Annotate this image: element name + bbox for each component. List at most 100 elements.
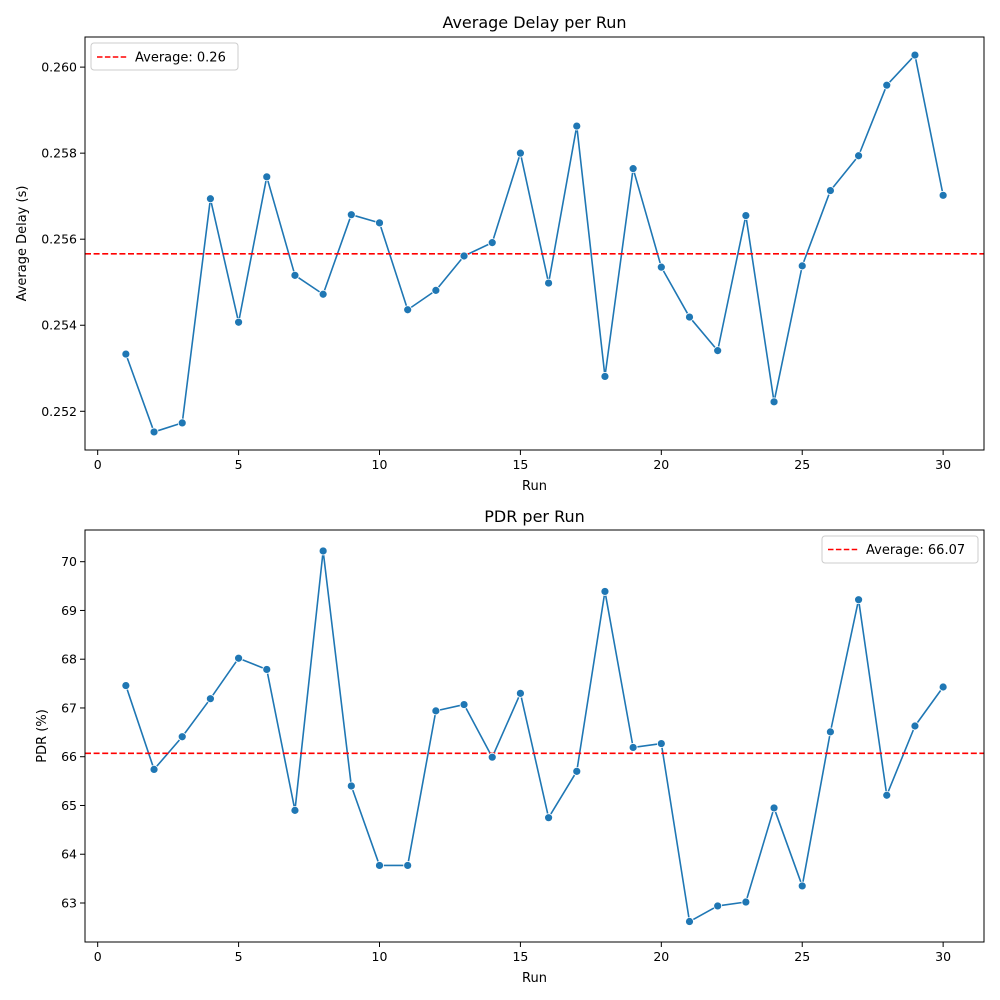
data-point	[600, 587, 610, 596]
series-line	[125, 550, 944, 923]
x-tick-label: 30	[935, 949, 951, 964]
data-point	[910, 721, 920, 731]
data-point	[346, 781, 356, 791]
data-point	[234, 317, 243, 327]
legend-average-label: Average: 66.07	[866, 543, 965, 558]
data-point	[854, 151, 863, 161]
data-point	[177, 732, 187, 742]
x-tick-label: 20	[653, 949, 669, 964]
data-point	[544, 813, 553, 823]
legend-frame	[90, 42, 239, 71]
data-point	[375, 218, 384, 228]
x-tick-label: 10	[372, 457, 388, 472]
legend: Average: 66.07	[821, 535, 979, 564]
x-tick-label: 15	[512, 949, 528, 964]
y-tick-label: 69	[61, 603, 77, 618]
data-point	[685, 917, 694, 926]
data-point	[121, 349, 131, 359]
data-point	[938, 682, 948, 692]
x-tick-label: 5	[235, 457, 243, 472]
data-point	[769, 803, 779, 813]
data-point	[431, 285, 441, 295]
data-point	[600, 372, 610, 381]
data-point	[741, 897, 751, 907]
data-point	[206, 194, 215, 204]
y-axis-label: Average Delay (s)	[15, 186, 30, 302]
data-point	[882, 790, 892, 800]
x-tick-label: 30	[935, 457, 951, 472]
y-tick-label: 0.256	[41, 232, 77, 247]
data-point	[318, 546, 328, 556]
data-point	[487, 752, 497, 762]
y-tick-label: 0.252	[41, 404, 77, 419]
x-axis-label: Run	[522, 479, 547, 494]
data-point	[516, 148, 525, 158]
data-point	[431, 706, 441, 716]
chart-title: Average Delay per Run	[442, 13, 626, 32]
y-tick-label: 66	[61, 749, 77, 764]
data-point	[403, 861, 413, 870]
y-tick-label: 0.254	[41, 318, 77, 333]
data-point	[628, 743, 638, 752]
data-point	[628, 164, 638, 174]
data-point	[713, 901, 723, 911]
x-tick-label: 20	[653, 457, 669, 472]
x-tick-label: 10	[372, 949, 388, 964]
data-point	[741, 211, 751, 220]
y-tick-label: 64	[61, 847, 77, 862]
data-point	[234, 653, 243, 663]
data-point	[572, 121, 582, 131]
data-point	[656, 262, 666, 272]
x-tick-label: 5	[235, 949, 243, 964]
y-tick-label: 68	[61, 652, 77, 667]
x-tick-label: 0	[94, 949, 102, 964]
legend: Average: 0.26	[90, 42, 239, 71]
data-point	[459, 700, 469, 709]
y-tick-label: 65	[61, 798, 77, 813]
x-tick-label: 0	[94, 457, 102, 472]
y-ticks: 0.252 0.254 0.256 0.258 0.260	[41, 60, 85, 419]
data-point	[290, 805, 300, 815]
data-point	[290, 270, 300, 280]
y-tick-label: 0.260	[41, 60, 77, 75]
data-point	[149, 427, 159, 437]
data-point	[375, 861, 384, 870]
y-tick-label: 70	[61, 554, 77, 569]
x-axis-label: Run	[522, 971, 547, 986]
data-point	[656, 739, 666, 748]
plot-area-frame	[84, 529, 985, 943]
legend-frame	[821, 535, 979, 564]
y-tick-label: 67	[61, 700, 77, 715]
data-point	[262, 665, 272, 674]
data-point	[572, 766, 582, 776]
delay-chart: Average Delay per Run 0 5 10 15 20 25 30 0.252…	[15, 13, 985, 494]
legend-average-label: Average: 0.26	[135, 51, 226, 66]
data-point	[713, 346, 723, 356]
data-point	[516, 688, 525, 698]
data-point	[149, 765, 159, 774]
series-layer	[85, 546, 984, 926]
y-tick-label: 0.258	[41, 146, 77, 161]
data-point	[121, 681, 131, 690]
x-tick-label: 15	[512, 457, 528, 472]
pdr-chart: PDR per Run 0 5 10 15 20 25 30 63 64 65 66 67 68 69 7…	[35, 507, 985, 986]
data-point	[826, 727, 835, 737]
data-point	[910, 50, 920, 60]
data-point	[262, 172, 272, 182]
plot-area-frame	[84, 36, 985, 451]
data-point	[206, 694, 215, 704]
chart-title: PDR per Run	[484, 507, 585, 526]
x-tick-label: 25	[794, 949, 810, 964]
x-ticks: 0 5 10 15 20 25 30	[94, 450, 951, 472]
data-point	[854, 595, 863, 605]
data-point	[346, 210, 356, 220]
data-point	[318, 289, 328, 299]
data-point	[487, 238, 497, 248]
data-point	[459, 251, 469, 261]
x-tick-label: 25	[794, 457, 810, 472]
data-point	[797, 881, 807, 891]
y-ticks: 63 64 65 66 67 68 69 70	[61, 554, 85, 910]
data-point	[797, 261, 807, 271]
